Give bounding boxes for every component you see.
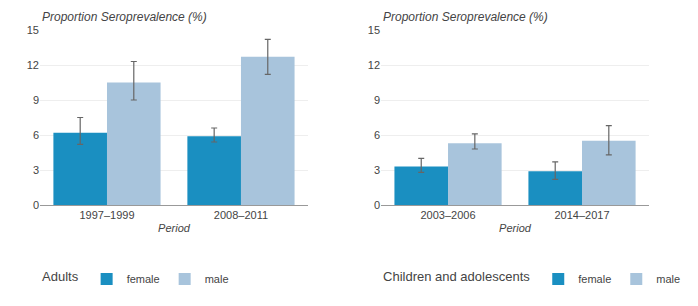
svg-text:2008–2011: 2008–2011 [214, 209, 268, 221]
svg-text:Adults: Adults [42, 269, 79, 284]
svg-text:9: 9 [374, 94, 380, 106]
svg-text:male: male [656, 273, 680, 285]
svg-text:Period: Period [158, 222, 191, 234]
svg-text:6: 6 [33, 129, 39, 141]
svg-text:3: 3 [33, 164, 39, 176]
svg-text:15: 15 [368, 24, 380, 36]
svg-text:Period: Period [499, 222, 532, 234]
svg-text:12: 12 [368, 59, 380, 71]
svg-text:0: 0 [374, 199, 380, 211]
svg-text:0: 0 [33, 199, 39, 211]
svg-text:female: female [578, 273, 611, 285]
svg-text:2003–2006: 2003–2006 [420, 209, 475, 221]
svg-text:Proportion Seroprevalence (%): Proportion Seroprevalence (%) [383, 10, 548, 24]
svg-text:1997–1999: 1997–1999 [79, 209, 134, 221]
svg-text:15: 15 [27, 24, 39, 36]
svg-text:Proportion Seroprevalence (%): Proportion Seroprevalence (%) [42, 10, 207, 24]
svg-text:2014–2017: 2014–2017 [554, 209, 609, 221]
svg-text:male: male [205, 273, 229, 285]
svg-text:6: 6 [374, 129, 380, 141]
svg-text:female: female [127, 273, 160, 285]
svg-text:3: 3 [374, 164, 380, 176]
svg-text:12: 12 [27, 59, 39, 71]
svg-text:9: 9 [33, 94, 39, 106]
svg-text:Children and adolescents: Children and adolescents [383, 269, 530, 284]
